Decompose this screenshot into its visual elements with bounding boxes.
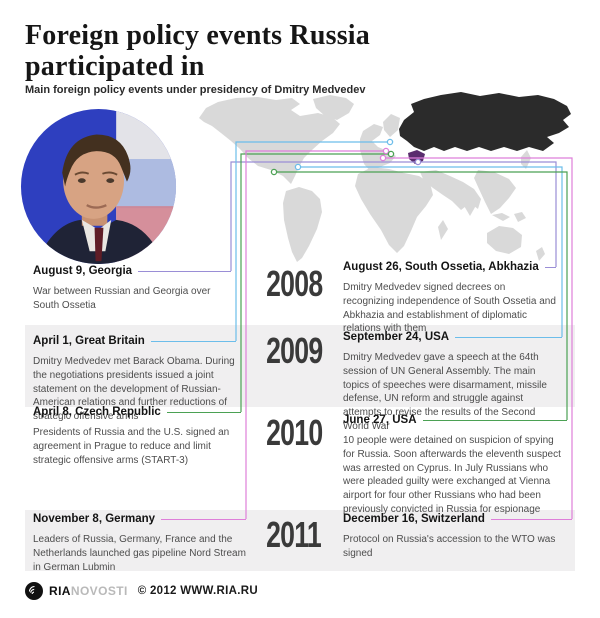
event-date: April 1, Great Britain — [33, 335, 145, 347]
connector-path — [230, 161, 418, 271]
connector-rule — [161, 518, 246, 521]
event-date: September 24, USA — [343, 331, 450, 343]
event-date: April 8, Czech Republic — [33, 406, 161, 418]
map-location-point — [270, 168, 278, 176]
event-date: November 8, Germany — [33, 513, 156, 525]
event-usa-spies: June 27, USA 10 people were detained on … — [343, 413, 567, 517]
connector-rule — [166, 411, 241, 414]
page-title-line1: Foreign policy events Russia — [25, 20, 370, 51]
map-location-point — [414, 158, 422, 166]
page-title: Foreign policy events Russia participate… — [25, 20, 370, 83]
event-text: 10 people were detained on suspicion of … — [343, 435, 561, 515]
connector-rule — [150, 340, 236, 343]
connector-rule — [490, 518, 572, 521]
connector-rule — [422, 419, 567, 422]
year-2008: 2008 — [266, 263, 323, 304]
event-date: August 9, Georgia — [33, 265, 133, 277]
event-text: Presidents of Russia and the U.S. signed… — [33, 427, 230, 466]
event-text: Protocol on Russia's accession to the WT… — [343, 534, 556, 559]
event-date: August 26, South Ossetia, Abkhazia — [343, 261, 539, 273]
page-title-line2: participated in — [25, 51, 205, 83]
event-czech-republic: April 8, Czech Republic Presidents of Ru… — [33, 405, 241, 467]
map-location-point — [382, 147, 390, 155]
caucasus-highlight — [408, 150, 425, 164]
page-subtitle: Main foreign policy events under preside… — [25, 84, 366, 96]
map-location-point — [294, 163, 302, 171]
portrait-illustration — [20, 108, 177, 265]
copyright-text: © 2012 WWW.RIA.RU — [137, 585, 258, 597]
continents — [199, 95, 545, 262]
connector-rule — [138, 270, 231, 273]
event-text: Leaders of Russia, Germany, France and t… — [33, 534, 246, 573]
footer: RIANOVOSTI © 2012 WWW.RIA.RU — [25, 582, 258, 600]
map-location-point — [379, 154, 387, 162]
event-text: Dmitry Medvedev signed decrees on recogn… — [343, 282, 556, 335]
year-2009: 2009 — [266, 330, 323, 371]
event-text: War between Russian and Georgia over Sou… — [33, 286, 211, 311]
connector-rule — [455, 336, 562, 339]
event-text: Dmitry Medvedev met Barack Obama. During… — [33, 356, 235, 423]
year-2010: 2010 — [266, 412, 323, 453]
row-band-2011 — [25, 510, 575, 571]
map-location-point — [387, 150, 395, 158]
event-germany: November 8, Germany Leaders of Russia, G… — [33, 512, 246, 574]
brand-ria: RIA — [49, 584, 71, 598]
event-south-ossetia-abkhazia: August 26, South Ossetia, Abkhazia Dmitr… — [343, 260, 556, 336]
brand-name: RIANOVOSTI — [49, 584, 128, 598]
event-switzerland-wto: December 16, Switzerland Protocol on Rus… — [343, 512, 572, 561]
map-location-point — [386, 138, 394, 146]
russia-shape — [399, 92, 571, 151]
connector-path — [418, 161, 557, 267]
brand-novosti: NOVOSTI — [70, 584, 128, 598]
event-great-britain: April 1, Great Britain Dmitry Medvedev m… — [33, 334, 236, 424]
ria-novosti-logo-icon — [25, 582, 43, 600]
connector-rule — [544, 266, 556, 269]
event-date: December 16, Switzerland — [343, 513, 485, 525]
medvedev-portrait — [20, 108, 177, 265]
event-georgia: August 9, Georgia War between Russian an… — [33, 264, 231, 313]
year-2011: 2011 — [266, 514, 322, 555]
event-date: June 27, USA — [343, 414, 417, 426]
